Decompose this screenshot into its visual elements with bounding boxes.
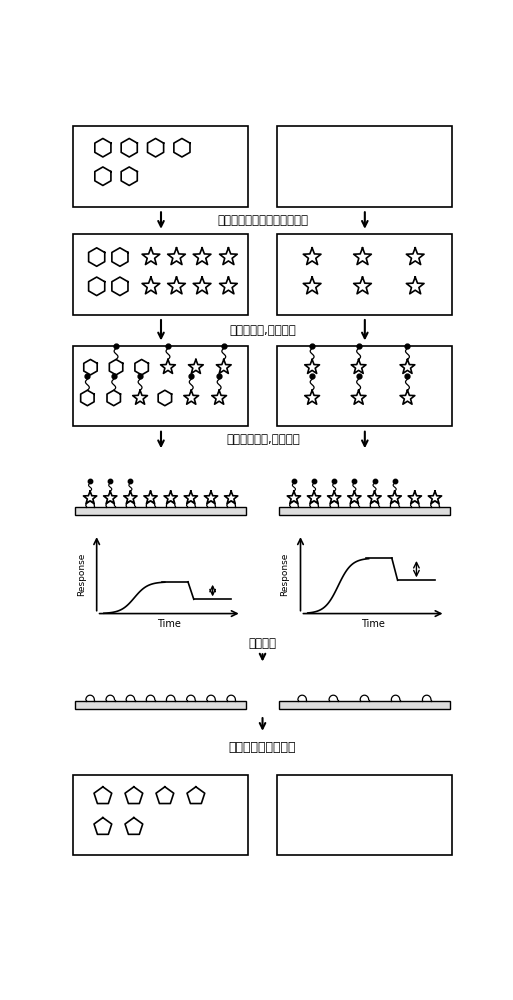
Text: 通入芯片表面,间接检测: 通入芯片表面,间接检测: [226, 433, 300, 446]
Bar: [73, 774, 248, 855]
Bar: [73, 234, 248, 315]
Text: Response: Response: [281, 552, 289, 596]
Text: 芯片再生: 芯片再生: [248, 637, 277, 650]
Bar: [75, 701, 246, 709]
Bar: [279, 701, 450, 709]
Text: 其它农兽药残留检测: 其它农兽药残留检测: [229, 741, 297, 754]
Bar: [277, 126, 451, 207]
Text: Time: Time: [157, 619, 181, 629]
Bar: [277, 234, 451, 315]
Bar: [277, 774, 451, 855]
Bar: [73, 126, 248, 207]
Text: Time: Time: [361, 619, 385, 629]
Bar: [73, 346, 248, 426]
Bar: [75, 507, 246, 515]
Text: 加入适配体,竞争识别: 加入适配体,竞争识别: [229, 324, 297, 337]
Bar: [277, 346, 451, 426]
Text: Response: Response: [76, 552, 86, 596]
Text: 加入溶菌酶标记的农兽药残留: 加入溶菌酶标记的农兽药残留: [218, 214, 308, 227]
Bar: [279, 507, 450, 515]
